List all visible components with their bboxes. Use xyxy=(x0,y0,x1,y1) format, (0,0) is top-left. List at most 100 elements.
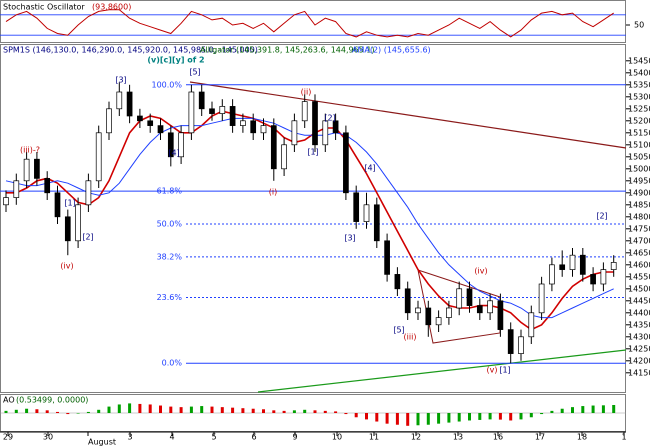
ao-bar xyxy=(86,411,90,413)
x-tick-label: 10 xyxy=(332,433,342,442)
y-tick-label: 15150 xyxy=(628,128,650,137)
candle-body xyxy=(240,120,246,126)
ao-bar xyxy=(375,413,379,422)
stoch-title: Stochastic Oscillator xyxy=(3,3,85,12)
ao-bar xyxy=(447,413,451,423)
candle-body xyxy=(404,288,411,314)
candle-body xyxy=(343,132,349,194)
candle-body xyxy=(291,120,298,146)
stoch-line xyxy=(5,9,614,38)
candle-body xyxy=(13,180,20,198)
y-tick-label: 15250 xyxy=(628,104,650,113)
candle-body xyxy=(126,91,133,117)
candle-body xyxy=(178,132,184,158)
candle-body xyxy=(64,216,71,242)
x-tick-label: 6 xyxy=(251,433,256,442)
ao-bar xyxy=(148,404,152,413)
wave-label: (iii)-? xyxy=(20,146,40,155)
ao-bar xyxy=(138,403,142,413)
candle-body xyxy=(518,336,524,354)
ao-bar xyxy=(581,406,585,413)
ao-bar xyxy=(571,407,574,413)
ao-bar xyxy=(231,407,235,413)
ao-bar xyxy=(210,406,214,413)
wave-label: (v) xyxy=(487,366,498,375)
ao-bar xyxy=(313,410,317,413)
wave-label: (i) xyxy=(269,188,277,197)
candle-body xyxy=(394,274,401,290)
candle-body xyxy=(147,120,154,126)
candle-body xyxy=(95,132,102,182)
candle-body xyxy=(3,197,9,206)
candle-body xyxy=(260,125,267,134)
candle-body xyxy=(487,300,493,314)
wave-label: [1] xyxy=(499,366,510,375)
ao-bar xyxy=(292,410,296,413)
y-tick-label: 15050 xyxy=(628,152,650,161)
candle-body xyxy=(167,132,174,158)
wave-label: [3] xyxy=(344,234,355,243)
y-tick-label: 14250 xyxy=(628,344,650,353)
fib-label: 61.8% xyxy=(157,187,183,196)
candle-body xyxy=(528,312,535,338)
ao-bar xyxy=(457,413,461,422)
y-tick-label: 14350 xyxy=(628,320,650,329)
y-tick-label: 15350 xyxy=(628,80,650,89)
y-tick-label: 14950 xyxy=(628,176,650,185)
candle-body xyxy=(600,269,607,285)
wave-label: [3] xyxy=(115,76,126,85)
fib-label: 0.0% xyxy=(162,359,183,368)
candle-body xyxy=(590,274,596,285)
ao-bar xyxy=(385,413,389,424)
plot: 5015450154001535015300152501520015150151… xyxy=(0,9,650,447)
wave-label: (v)[c][y] of 2 xyxy=(147,56,204,65)
candle-body xyxy=(209,108,215,114)
fib-label: 100.0% xyxy=(151,80,182,89)
y-tick-label: 14850 xyxy=(628,200,650,209)
y-tick-label: 14700 xyxy=(628,236,650,245)
wave-label: [5] xyxy=(393,326,404,335)
ao-bar xyxy=(4,410,8,413)
ao-bar xyxy=(519,413,523,420)
ao-bar xyxy=(560,408,564,413)
candle-body xyxy=(188,91,195,134)
wave-label: (iv) xyxy=(60,262,73,271)
indicator-line xyxy=(6,110,614,331)
y-tick-label: 15300 xyxy=(628,92,650,101)
stoch-frame xyxy=(0,0,626,43)
candle-body xyxy=(476,305,483,314)
y-tick-label: 14500 xyxy=(628,284,650,293)
candle-body xyxy=(106,108,112,134)
ao-bar xyxy=(529,413,533,418)
x-tick-label: 13 xyxy=(453,433,463,442)
ao-bar xyxy=(550,410,554,413)
ao-value: (0.53499, 0.0000) xyxy=(16,396,88,405)
ao-bar xyxy=(468,413,471,421)
candle-body xyxy=(44,178,51,194)
x-tick-label: 9 xyxy=(292,433,297,442)
ao-bar xyxy=(76,413,80,414)
indicator-line xyxy=(5,117,614,319)
wave-label: [1] xyxy=(64,199,75,208)
candle-body xyxy=(332,120,339,134)
x-tick-label: 30 xyxy=(43,433,53,442)
y-tick-label: 14900 xyxy=(628,188,650,197)
ao-bar xyxy=(282,410,286,413)
wave-label: (iv) xyxy=(474,267,487,276)
ao-bar xyxy=(601,405,605,413)
y-tick-label: 15450 xyxy=(628,56,650,65)
candle-body xyxy=(497,300,504,330)
y-tick-label: 14550 xyxy=(628,272,650,281)
candle-body xyxy=(116,91,123,110)
ao-bar xyxy=(66,413,70,415)
ao-bar xyxy=(406,413,410,426)
ao-bar xyxy=(395,413,399,425)
x-tick-label: 12 xyxy=(411,433,421,442)
wave-label: [2] xyxy=(324,114,335,123)
ao-bar xyxy=(25,408,29,413)
x-tick-label: 18 xyxy=(577,433,587,442)
candle-body xyxy=(569,254,576,270)
candle-body xyxy=(579,254,586,275)
ao-bar xyxy=(220,407,224,413)
